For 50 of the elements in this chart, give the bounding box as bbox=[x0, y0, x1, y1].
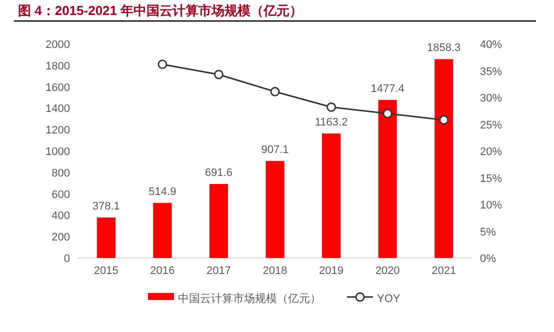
point bbox=[158, 60, 168, 70]
y2-tick-label: 10% bbox=[480, 200, 502, 212]
x-tick-label: 2019 bbox=[319, 265, 344, 277]
y-tick-label: 1600 bbox=[46, 82, 70, 94]
y-tick-label: 600 bbox=[52, 188, 70, 201]
bar bbox=[322, 134, 341, 258]
point bbox=[214, 70, 224, 80]
y-tick-label: 1200 bbox=[46, 124, 70, 137]
y-tick-label: 200 bbox=[52, 232, 70, 244]
x-tick-label: 2021 bbox=[432, 265, 456, 277]
y2-tick-label: 30% bbox=[480, 92, 502, 104]
y2-tick-label: 25% bbox=[480, 119, 502, 132]
y2-tick-label: 0% bbox=[480, 253, 496, 265]
point bbox=[382, 108, 392, 118]
bar bbox=[266, 160, 284, 258]
y-tick-label: 800 bbox=[52, 167, 70, 180]
x-tick-label: 2018 bbox=[262, 265, 288, 277]
data-label: 378.1 bbox=[92, 200, 120, 213]
y-tick-label: 1800 bbox=[46, 60, 70, 72]
data-label: 691.6 bbox=[204, 167, 232, 179]
bar bbox=[434, 59, 454, 258]
y-tick-label: 2000 bbox=[46, 39, 70, 51]
x-tick-label: 2015 bbox=[94, 265, 118, 277]
y2-tick-label: 35% bbox=[480, 66, 502, 78]
data-label: 1477.4 bbox=[370, 82, 404, 95]
data-label: 907.1 bbox=[261, 144, 289, 156]
y-tick-label: 400 bbox=[52, 210, 70, 222]
y-tick-label: 0 bbox=[64, 253, 70, 265]
y-tick-label: 1400 bbox=[46, 103, 70, 116]
bar bbox=[209, 184, 228, 258]
y2-tick-label: 20% bbox=[480, 146, 502, 158]
y2-tick-label: 40% bbox=[480, 39, 502, 51]
bar bbox=[153, 202, 172, 258]
y2-tick-label: 5% bbox=[480, 226, 496, 238]
data-label: 514.9 bbox=[148, 186, 176, 198]
x-tick-label: 2020 bbox=[375, 265, 400, 277]
legend-label: 中国云计算市场规模（亿元） bbox=[178, 292, 321, 305]
y-tick-label: 1000 bbox=[46, 146, 70, 158]
x-tick-label: 2016 bbox=[150, 265, 175, 277]
point bbox=[439, 115, 449, 125]
data-label: 1163.2 bbox=[314, 116, 348, 129]
legend-label: YOY bbox=[377, 293, 401, 305]
y2-tick-label: 15% bbox=[480, 172, 502, 185]
bar bbox=[96, 218, 116, 258]
data-label: 1858.3 bbox=[427, 42, 461, 54]
bar bbox=[378, 100, 397, 258]
x-tick-label: 2017 bbox=[206, 265, 231, 277]
title: 图 4：2015-2021 年中国云计算市场规模（亿元） bbox=[18, 3, 303, 18]
point bbox=[326, 102, 336, 112]
point bbox=[270, 86, 280, 96]
